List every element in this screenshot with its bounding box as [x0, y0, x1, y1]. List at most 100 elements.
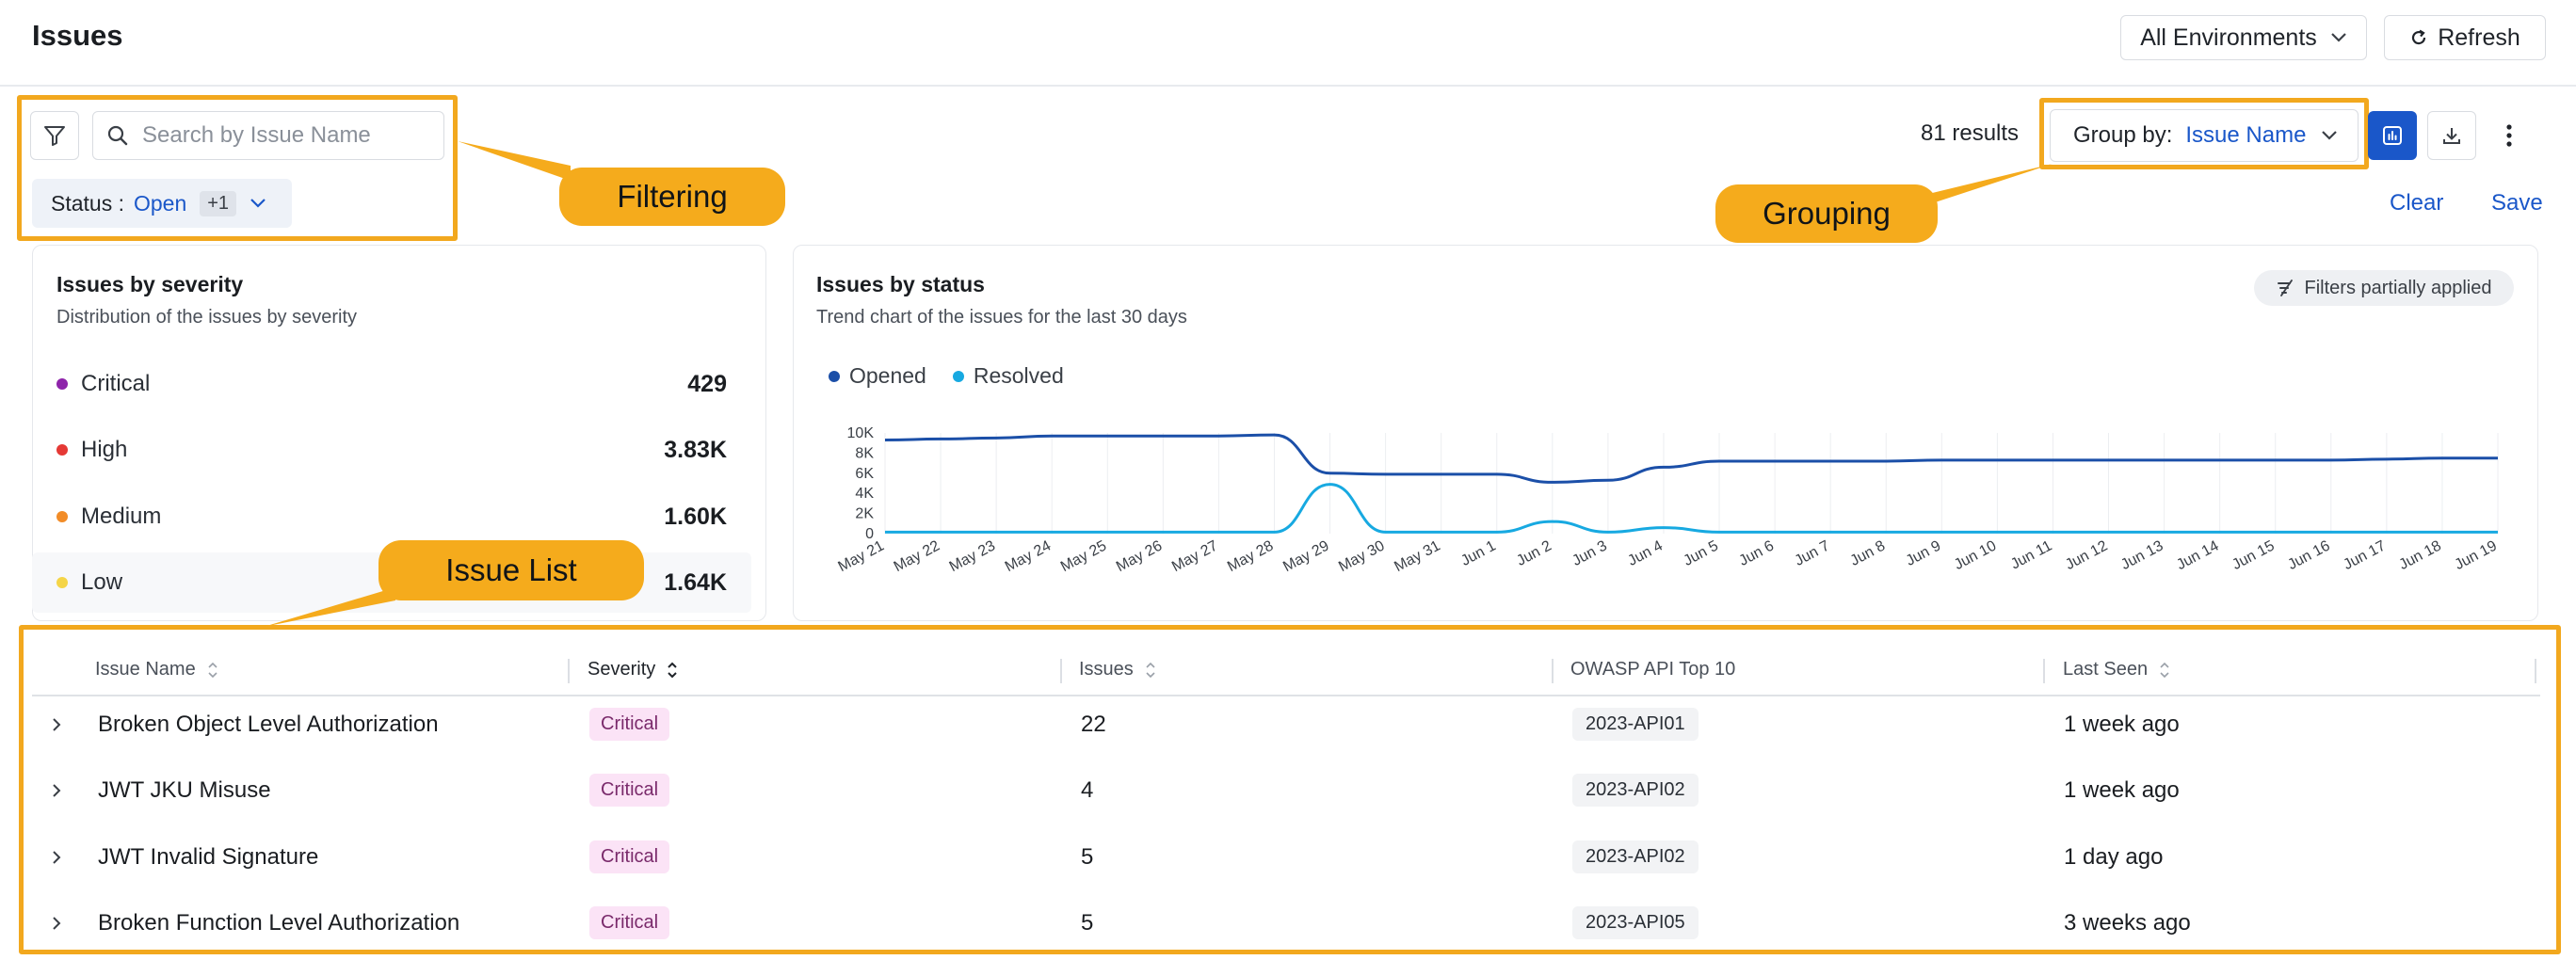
expand-row-icon[interactable] [45, 713, 68, 736]
x-tick-label: May 31 [1392, 537, 1442, 575]
sort-icon [667, 661, 678, 680]
issues-count-cell: 4 [1081, 777, 1094, 803]
environment-label: All Environments [2140, 24, 2317, 51]
x-tick-label: Jun 14 [2174, 537, 2221, 573]
last-seen-cell: 1 day ago [2064, 844, 2164, 870]
x-tick-label: May 21 [836, 537, 887, 575]
legend-item-opened[interactable]: Opened [829, 363, 926, 389]
y-tick-label: 8K [855, 445, 874, 461]
column-header-label: OWASP API Top 10 [1570, 659, 1736, 680]
severity-count: 429 [687, 370, 727, 397]
issue-name-cell[interactable]: Broken Function Level Authorization [98, 910, 460, 936]
severity-count: 1.60K [664, 503, 727, 530]
column-header-issue-name[interactable]: Issue Name [95, 659, 218, 680]
column-divider [1060, 659, 1062, 683]
status-filter-chip[interactable]: Status : Open +1 [32, 179, 292, 228]
x-tick-label: May 30 [1336, 537, 1387, 575]
issue-name-cell[interactable]: JWT JKU Misuse [98, 777, 271, 803]
legend-dot-opened [829, 370, 840, 382]
last-seen-cell: 1 week ago [2064, 712, 2180, 737]
refresh-icon [2409, 28, 2428, 47]
x-tick-label: May 28 [1225, 537, 1276, 575]
x-tick-label: Jun 2 [1514, 537, 1554, 568]
sort-icon [1145, 661, 1156, 680]
expand-row-icon[interactable] [45, 779, 68, 802]
expand-row-icon[interactable] [45, 846, 68, 869]
issues-count-cell: 5 [1081, 844, 1094, 870]
download-button[interactable] [2427, 111, 2476, 160]
x-tick-label: May 24 [1003, 537, 1054, 575]
severity-label: High [81, 437, 128, 462]
save-filters-link[interactable]: Save [2491, 190, 2543, 216]
series-line-resolved [885, 483, 2498, 534]
severity-badge: Critical [589, 708, 670, 741]
x-tick-label: Jun 9 [1904, 537, 1944, 568]
more-vertical-icon [2505, 123, 2513, 148]
x-tick-label: May 25 [1058, 537, 1109, 575]
column-divider [1552, 659, 1554, 683]
grouping-callout-pointer [1921, 164, 2053, 207]
status-card-title: Issues by status [816, 272, 985, 296]
issue-name-cell[interactable]: JWT Invalid Signature [98, 844, 319, 870]
column-header-severity[interactable]: Severity [588, 659, 678, 680]
legend-item-resolved[interactable]: Resolved [952, 363, 1064, 389]
x-tick-label: May 23 [947, 537, 998, 575]
status-card-subtitle: Trend chart of the issues for the last 3… [816, 307, 1187, 328]
last-seen-cell: 3 weeks ago [2064, 910, 2191, 936]
results-count: 81 results [1921, 120, 2020, 146]
y-tick-label: 0 [865, 526, 874, 542]
chevron-down-icon [2330, 32, 2347, 43]
x-tick-label: Jun 17 [2341, 537, 2388, 573]
x-tick-label: Jun 11 [2008, 537, 2054, 572]
severity-badge: Critical [589, 774, 670, 807]
refresh-label: Refresh [2438, 24, 2520, 51]
x-tick-label: May 27 [1169, 537, 1220, 575]
x-tick-label: Jun 12 [2063, 537, 2110, 573]
issue-name-cell[interactable]: Broken Object Level Authorization [98, 712, 439, 737]
group-by-dropdown[interactable]: Group by: Issue Name [2050, 109, 2359, 162]
last-seen-cell: 1 week ago [2064, 777, 2180, 803]
x-tick-label: Jun 6 [1736, 537, 1777, 568]
column-header-label: Issue Name [95, 659, 196, 680]
refresh-button[interactable]: Refresh [2384, 15, 2546, 60]
search-input[interactable] [142, 122, 425, 149]
y-tick-label: 10K [847, 425, 875, 441]
issues-count-cell: 22 [1081, 712, 1106, 737]
column-header-last-seen[interactable]: Last Seen [2063, 659, 2170, 680]
owasp-badge: 2023-API02 [1572, 840, 1699, 873]
column-header-label: Issues [1079, 659, 1134, 680]
x-tick-label: Jun 7 [1793, 537, 1833, 568]
severity-label: Medium [81, 504, 162, 529]
environment-dropdown[interactable]: All Environments [2120, 15, 2367, 60]
grouping-callout: Grouping [1715, 184, 1938, 243]
more-options-button[interactable] [2490, 111, 2528, 160]
chart-legend: Opened Resolved [829, 363, 1064, 389]
severity-row-critical[interactable]: Critical 429 [32, 354, 751, 414]
filter-button[interactable] [30, 111, 79, 160]
issue-list-callout-pointer [264, 587, 395, 627]
x-tick-label: May 29 [1280, 537, 1331, 575]
chart-toggle-button[interactable] [2368, 111, 2417, 160]
sort-icon [2159, 661, 2170, 680]
y-tick-label: 6K [855, 466, 874, 482]
filtering-callout-pointer [458, 141, 571, 181]
x-tick-label: Jun 1 [1458, 537, 1499, 568]
x-tick-label: Jun 15 [2230, 537, 2277, 573]
x-tick-label: Jun 16 [2285, 537, 2332, 573]
filter-off-icon [2277, 280, 2295, 296]
series-line-opened [884, 433, 2498, 484]
column-divider [2043, 659, 2045, 683]
severity-row-medium[interactable]: Medium 1.60K [32, 487, 751, 547]
issue-list-callout: Issue List [378, 540, 644, 600]
column-header-issues[interactable]: Issues [1079, 659, 1156, 680]
legend-label-opened: Opened [849, 363, 926, 388]
severity-count: 3.83K [664, 436, 727, 463]
expand-row-icon[interactable] [45, 912, 68, 935]
owasp-badge: 2023-API05 [1572, 906, 1699, 939]
search-box[interactable] [92, 111, 444, 160]
clear-filters-link[interactable]: Clear [2390, 190, 2444, 216]
column-header-label: Last Seen [2063, 659, 2149, 680]
severity-row-high[interactable]: High 3.83K [32, 420, 751, 480]
filter-icon [42, 123, 67, 148]
